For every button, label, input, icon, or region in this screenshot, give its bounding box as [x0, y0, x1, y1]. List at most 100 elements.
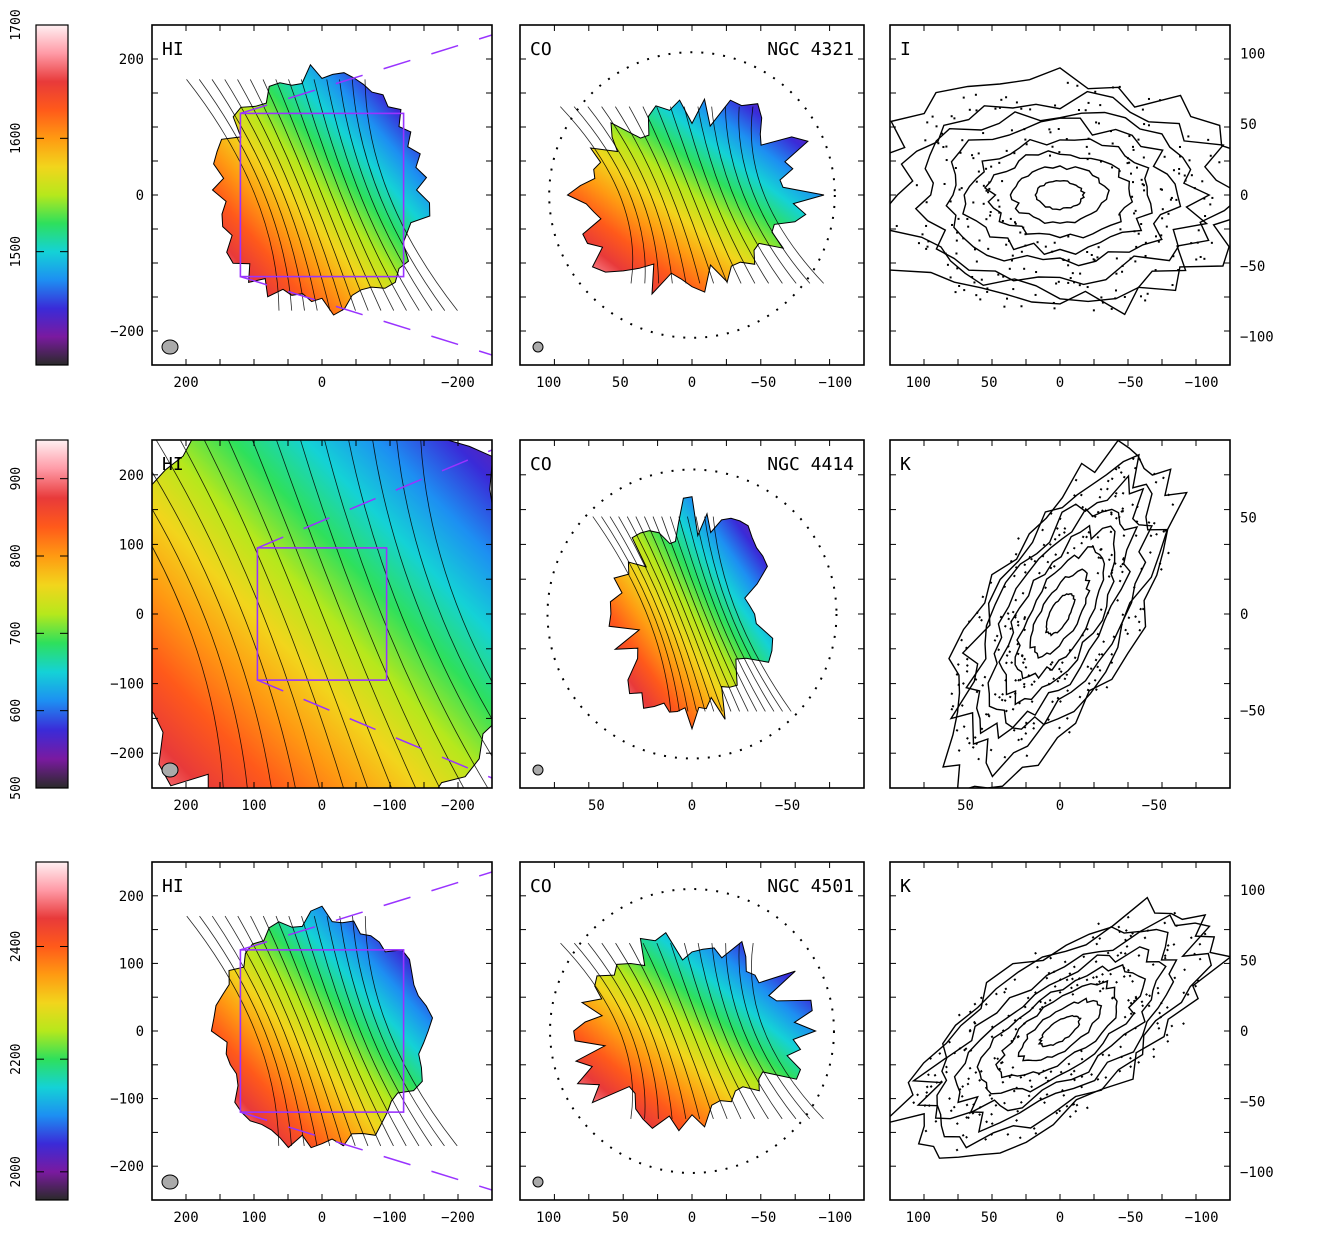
noise-pixel: [1059, 670, 1063, 674]
noise-pixel: [1023, 128, 1026, 131]
noise-pixel: [1105, 685, 1109, 689]
noise-pixel: [1135, 166, 1138, 169]
noise-pixel: [1123, 295, 1126, 298]
noise-pixel: [1110, 553, 1114, 557]
noise-pixel: [1172, 943, 1176, 946]
noise-pixel: [1011, 1066, 1015, 1069]
noise-pixel: [1135, 520, 1139, 523]
noise-pixel: [1136, 505, 1139, 509]
noise-pixel: [966, 218, 969, 221]
isovelocity-contour: [609, 516, 689, 712]
noise-pixel: [1163, 956, 1167, 960]
y-tick-label: 200: [119, 468, 144, 484]
noise-pixel: [1013, 152, 1016, 155]
noise-pixel: [989, 214, 992, 217]
isovelocity-contour: [626, 516, 706, 712]
noise-pixel: [1144, 254, 1147, 257]
noise-pixel: [1022, 685, 1026, 689]
noise-pixel: [961, 139, 964, 142]
noise-pixel: [1119, 228, 1122, 231]
noise-pixel: [1121, 270, 1124, 273]
noise-pixel: [1053, 241, 1056, 244]
noise-pixel: [978, 1113, 982, 1117]
isovelocity-contour: [339, 79, 433, 311]
isovelocity-contour: [592, 516, 672, 712]
isovelocity-contour: [179, 440, 320, 788]
isophote-contour: [1034, 179, 1086, 211]
panel-co-2: CO NGC 4501 100 50 0 −50 −100: [519, 861, 865, 1226]
noise-pixel: [973, 1002, 977, 1006]
noise-pixel: [951, 223, 954, 226]
noise-pixel: [935, 125, 938, 128]
isovelocity-contour: [618, 516, 697, 712]
noise-pixel: [1135, 245, 1138, 248]
noise-pixel: [1096, 535, 1100, 539]
noise-pixel: [948, 1097, 951, 1100]
noise-pixel: [1025, 143, 1028, 146]
colorbar-tick-label: 800: [9, 544, 24, 567]
noise-pixel: [1020, 737, 1023, 741]
noise-pixel: [1101, 987, 1105, 990]
noise-pixel: [1111, 996, 1115, 1000]
noise-pixel: [1110, 307, 1113, 310]
noise-pixel: [1171, 503, 1175, 506]
noise-pixel: [1153, 472, 1156, 476]
isovelocity-contour: [587, 942, 659, 1119]
x-tick-label: 50: [588, 798, 605, 814]
beam-marker: [161, 1174, 179, 1190]
noise-pixel: [1161, 208, 1164, 211]
noise-pixel: [1109, 530, 1113, 534]
isovelocity-contour: [711, 943, 783, 1120]
noise-pixel: [973, 248, 976, 251]
colorbar: [35, 24, 69, 366]
beam-marker: [532, 764, 544, 776]
noise-pixel: [1049, 131, 1052, 134]
noise-pixel: [968, 1010, 972, 1014]
noise-pixel: [1152, 1055, 1156, 1059]
noise-pixel: [1099, 608, 1103, 612]
noise-pixel: [1018, 701, 1021, 705]
noise-pixel: [1077, 108, 1080, 111]
noise-pixel: [1118, 85, 1121, 88]
y-tick-label: −100: [110, 677, 144, 693]
zoom-guide-line: [240, 275, 492, 356]
noise-pixel: [962, 96, 965, 99]
noise-pixel: [1199, 255, 1202, 258]
noise-pixel: [1131, 931, 1134, 935]
noise-pixel: [1149, 551, 1152, 554]
noise-pixel: [967, 1116, 970, 1120]
isovelocity-contour: [644, 516, 723, 712]
noise-pixel: [973, 736, 977, 739]
noise-pixel: [1129, 1012, 1133, 1016]
noise-pixel: [1087, 101, 1090, 104]
noise-pixel: [1005, 661, 1008, 665]
noise-pixel: [963, 289, 966, 292]
noise-pixel: [1096, 1078, 1100, 1081]
noise-pixel: [988, 181, 991, 184]
isovelocity-contour: [199, 915, 292, 1146]
noise-pixel: [1077, 977, 1081, 980]
noise-pixel: [1023, 267, 1026, 270]
noise-pixel: [984, 1138, 988, 1141]
noise-pixel: [921, 233, 924, 236]
noise-pixel: [1101, 509, 1104, 513]
noise-pixel: [1198, 957, 1202, 961]
noise-pixel: [1097, 922, 1100, 926]
noise-pixel: [1131, 195, 1134, 198]
noise-pixel: [1109, 972, 1112, 976]
noise-pixel: [1015, 1086, 1019, 1090]
noise-pixel: [1039, 1097, 1043, 1100]
noise-pixel: [1106, 611, 1110, 615]
noise-pixel: [931, 115, 934, 118]
noise-pixel: [1201, 180, 1204, 183]
isovelocity-contour: [687, 516, 766, 712]
noise-pixel: [1132, 586, 1136, 589]
isovelocity-contour: [300, 440, 441, 788]
noise-pixel: [1137, 954, 1141, 957]
noise-pixel: [945, 1065, 948, 1069]
noise-pixel: [1134, 1026, 1137, 1030]
noise-pixel: [980, 727, 984, 731]
noise-pixel: [978, 615, 981, 619]
noise-pixel: [950, 115, 953, 118]
noise-pixel: [1080, 1075, 1084, 1079]
